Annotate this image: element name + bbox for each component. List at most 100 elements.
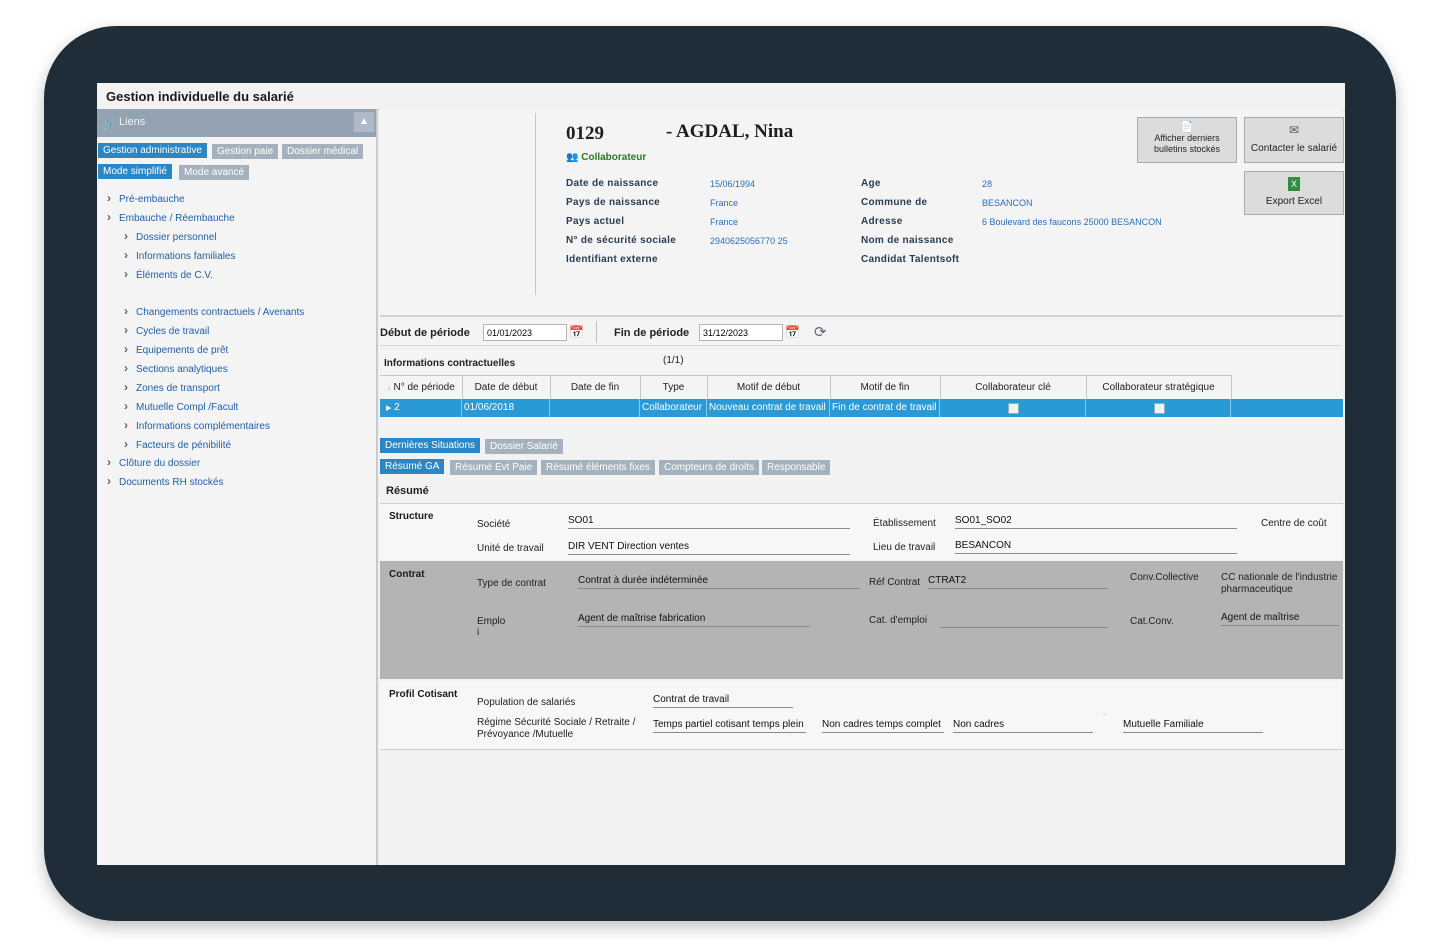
- sidebar-item-pre-embauche[interactable]: › Pré-embauche: [107, 191, 185, 205]
- sidebar-item-label: Facteurs de pénibilité: [136, 440, 232, 451]
- refresh-icon[interactable]: ⟳: [814, 324, 827, 341]
- column-header[interactable]: Motif de fin: [830, 375, 941, 400]
- contract-pager: (1/1): [663, 355, 684, 366]
- liens-header[interactable]: 🔗 Liens ▲: [97, 109, 376, 137]
- field-label: Cat.Conv.: [1130, 616, 1174, 627]
- start-period-input[interactable]: [483, 324, 567, 341]
- excel-icon: X: [1288, 177, 1300, 191]
- tab-resume-ga[interactable]: Résumé GA: [380, 459, 445, 474]
- unite-field[interactable]: DIR VENT Direction ventes: [568, 541, 850, 555]
- column-header[interactable]: Date de début: [462, 375, 551, 400]
- sidebar-item-cycles-de-travail[interactable]: › Cycles de travail: [124, 323, 209, 337]
- tab-mode-avance[interactable]: Mode avancé: [179, 165, 250, 180]
- table-cell: ▶ 2: [380, 399, 462, 417]
- field-label-2: Prévoyance /Mutuelle: [477, 729, 574, 740]
- sidebar-item-label: Clôture du dossier: [119, 458, 201, 469]
- lieu-field[interactable]: BESANCON: [955, 540, 1237, 554]
- sidebar-item-label: Zones de transport: [136, 383, 220, 394]
- tab-dossier-medical[interactable]: Dossier médical: [282, 144, 364, 159]
- end-period-input[interactable]: [699, 324, 783, 341]
- sidebar-item-sections-analytiques[interactable]: › Sections analytiques: [124, 361, 228, 375]
- field-value: BESANCON: [982, 198, 1033, 208]
- sidebar-item-label: Equipements de prêt: [136, 345, 229, 356]
- show-bulletins-button[interactable]: 📄 Afficher derniers bulletins stockés: [1137, 117, 1237, 163]
- dropdown-icon[interactable]: ˙: [1103, 713, 1106, 723]
- strategic-employee-checkbox[interactable]: [1154, 403, 1165, 414]
- sidebar-item-dossier-personnel[interactable]: › Dossier personnel: [124, 229, 217, 243]
- column-header[interactable]: Collaborateur clé: [940, 375, 1087, 400]
- field-label: Type de contrat: [477, 578, 546, 589]
- liens-label: Liens: [119, 116, 146, 128]
- chevron-right-icon: ›: [124, 342, 128, 356]
- type-contrat-field[interactable]: Contrat à durée indéterminée: [578, 575, 860, 589]
- sidebar-item-facteurs-penibilite[interactable]: › Facteurs de pénibilité: [124, 437, 231, 451]
- sidebar-item-changements-contractuels[interactable]: › Changements contractuels / Avenants: [124, 304, 304, 318]
- calendar-icon[interactable]: 📅: [569, 325, 584, 339]
- tab-dernieres-situations[interactable]: Dernières Situations: [380, 438, 481, 453]
- tab-resume-evt-paie[interactable]: Résumé Evt Paie: [450, 460, 538, 475]
- calendar-icon[interactable]: 📅: [785, 325, 800, 339]
- field-label: Réf Contrat: [869, 577, 921, 588]
- tabs-area: Dernières Situations Dossier Salarié Rés…: [380, 437, 1343, 477]
- tab-resume-elements-fixes[interactable]: Résumé éléments fixes: [541, 460, 655, 475]
- regime-retraite-field[interactable]: Non cadres temps complet: [822, 719, 944, 733]
- contract-section-header: Informations contractuelles (1/1): [380, 350, 1343, 375]
- regime-secu-field[interactable]: Temps partiel cotisant temps plein: [653, 719, 806, 733]
- regime-mutuelle-field[interactable]: Mutuelle Familiale: [1123, 719, 1263, 733]
- sidebar-item-zones-de-transport[interactable]: › Zones de transport: [124, 380, 220, 394]
- sidebar-item-embauche[interactable]: › Embauche / Réembauche: [107, 210, 235, 224]
- sidebar-item-label: Cycles de travail: [136, 326, 210, 337]
- contrat-section: Contrat Type de contrat Contrat à durée …: [380, 561, 1343, 679]
- field-value: France: [710, 198, 739, 208]
- sidebar-item-informations-familiales[interactable]: › Informations familiales: [124, 248, 235, 262]
- field-label: Population de salariés: [477, 697, 576, 708]
- column-header[interactable]: Motif de début: [707, 375, 831, 400]
- field-label: Pays actuel: [566, 216, 625, 227]
- field-value: 28: [982, 179, 993, 189]
- chevron-right-icon: ›: [124, 361, 128, 375]
- field-label: Commune de: [861, 197, 928, 208]
- chevron-up-icon[interactable]: ▲: [354, 112, 374, 132]
- sidebar-item-equipements-de-pret[interactable]: › Equipements de prêt: [124, 342, 228, 356]
- tab-gestion-administrative[interactable]: Gestion administrative: [98, 143, 207, 158]
- contact-employee-button[interactable]: ✉ Contacter le salarié: [1244, 117, 1344, 163]
- table-row[interactable]: ▶ 2 01/06/2018 Collaborateur Nouveau con…: [380, 399, 1343, 417]
- column-header[interactable]: Collaborateur stratégique: [1086, 375, 1232, 400]
- tab-compteurs-de-droits[interactable]: Compteurs de droits: [659, 460, 760, 475]
- column-header[interactable]: ↓ N° de période: [380, 375, 463, 400]
- contact-employee-label: Contacter le salarié: [1250, 143, 1338, 154]
- section-title: Profil Cotisant: [389, 689, 458, 700]
- sidebar-item-elements-cv[interactable]: › Éléments de C.V.: [124, 267, 213, 281]
- cat-emploi-field[interactable]: [940, 613, 1108, 628]
- chevron-right-icon: ›: [124, 437, 128, 451]
- end-period-label: Fin de période: [614, 327, 690, 339]
- regime-prevoyance-field[interactable]: Non cadres: [953, 719, 1093, 733]
- sidebar-item-informations-complementaires[interactable]: › Informations complémentaires: [124, 418, 270, 432]
- export-excel-button[interactable]: X Export Excel: [1244, 171, 1344, 215]
- sidebar-item-cloture-dossier[interactable]: › Clôture du dossier: [107, 455, 200, 469]
- field-label: Adresse: [861, 216, 903, 227]
- column-header[interactable]: Date de fin: [550, 375, 641, 400]
- field-value: France: [710, 217, 739, 227]
- key-employee-checkbox[interactable]: [1008, 403, 1019, 414]
- column-header[interactable]: Type: [640, 375, 708, 400]
- cat-conv-field[interactable]: Agent de maîtrise: [1221, 612, 1339, 626]
- employee-header: 0129 - AGDAL, Nina 👥 Collaborateur Date …: [380, 109, 1344, 317]
- sidebar-item-mutuelle[interactable]: › Mutuelle Compl /Facult: [124, 399, 238, 413]
- emploi-field[interactable]: Agent de maîtrise fabrication: [578, 613, 810, 627]
- app-window: Gestion individuelle du salarié 🔗 Liens …: [97, 83, 1345, 865]
- tab-dossier-salarie[interactable]: Dossier Salarié: [485, 439, 563, 454]
- societe-field[interactable]: SO01: [568, 515, 850, 529]
- tab-gestion-paie[interactable]: Gestion paie: [212, 144, 279, 159]
- tab-mode-simplifie[interactable]: Mode simplifié: [98, 164, 172, 179]
- population-field[interactable]: Contrat de travail: [653, 694, 793, 708]
- table-cell: Nouveau contrat de travail: [707, 399, 830, 417]
- etablissement-field[interactable]: SO01_SO02: [955, 515, 1237, 529]
- tab-responsable[interactable]: Responsable: [762, 460, 831, 475]
- ref-contrat-field[interactable]: CTRAT2: [928, 575, 1108, 589]
- field-label: Société: [477, 519, 511, 530]
- section-title: Contrat: [389, 569, 425, 580]
- link-icon: 🔗: [100, 116, 115, 130]
- sidebar-item-label: Changements contractuels / Avenants: [136, 307, 305, 318]
- sidebar-item-documents-rh[interactable]: › Documents RH stockés: [107, 474, 223, 488]
